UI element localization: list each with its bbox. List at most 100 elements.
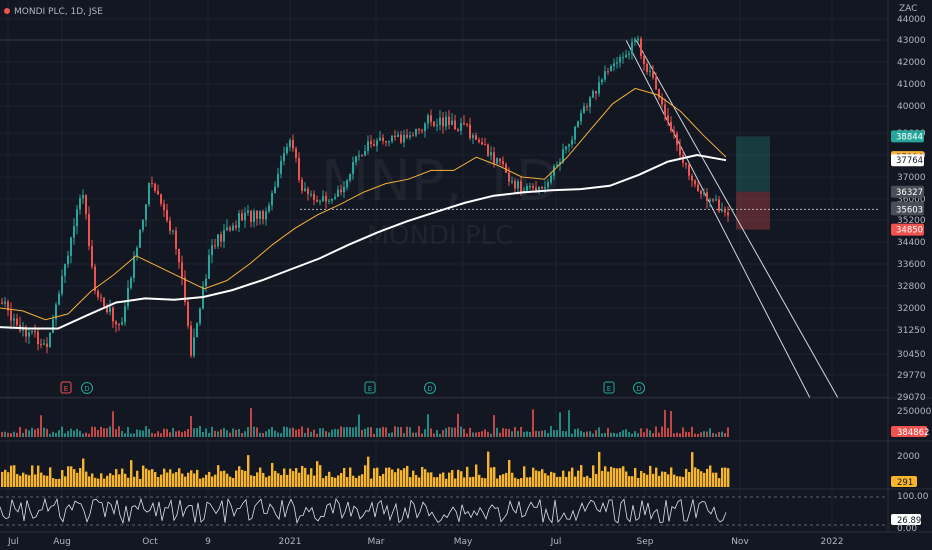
vol-osc-bar	[289, 468, 292, 487]
vol-osc-bar	[310, 468, 313, 487]
volume-bar	[73, 430, 75, 437]
volume-bar	[298, 429, 300, 437]
candle	[646, 63, 648, 72]
volume-bar	[133, 433, 135, 437]
volume-bar	[97, 429, 99, 437]
vol-osc-bar	[151, 469, 154, 487]
volume-bar	[19, 426, 21, 437]
volume-bar	[397, 427, 399, 437]
candle	[40, 344, 42, 346]
volume-bar	[214, 430, 216, 437]
time-axis[interactable]: Jul Aug Oct 9 2021 Mar May Jul Sep Nov 2022	[7, 537, 843, 547]
candle	[526, 186, 528, 191]
vol-osc-bar	[25, 474, 28, 487]
candle	[496, 158, 498, 164]
candle	[562, 149, 564, 163]
vol-osc-bar	[604, 466, 607, 487]
volume-bar	[55, 432, 57, 437]
candle	[442, 117, 444, 127]
candle	[397, 134, 399, 137]
symbol-header[interactable]: MONDI PLC, 1D, JSE	[14, 7, 103, 17]
candle	[196, 323, 198, 338]
vol-osc-bar	[64, 476, 67, 487]
candle	[226, 227, 228, 231]
vol-osc-bar	[568, 471, 571, 487]
volume-bar	[313, 429, 315, 437]
vol-osc-bar	[193, 473, 196, 487]
volume-bar	[10, 433, 12, 437]
candle	[229, 227, 231, 231]
volume-bar	[16, 432, 18, 437]
candle	[427, 115, 429, 124]
vol-osc-bar	[265, 477, 268, 487]
volume-bar	[598, 427, 600, 437]
vol-osc-bar	[19, 475, 22, 487]
vol-osc-bar	[517, 478, 520, 487]
volume-bar	[118, 426, 120, 437]
vol-osc-bar	[13, 465, 16, 487]
candle	[190, 325, 192, 356]
candle	[244, 212, 246, 221]
volume-bar	[310, 431, 312, 437]
currency-label: ZAC	[899, 4, 917, 14]
candle	[364, 151, 366, 156]
vol-osc-bar	[718, 478, 721, 487]
candle	[109, 307, 111, 313]
candle	[382, 137, 384, 141]
time-axis-tick: Oct	[142, 537, 158, 547]
candle	[670, 121, 672, 131]
candle	[532, 186, 534, 188]
candle	[475, 135, 477, 140]
volume-bar	[493, 415, 495, 437]
osc-axis-tick-top: 100.00	[897, 492, 929, 502]
long-position-tool[interactable]	[736, 136, 770, 230]
vol-osc-bar	[511, 472, 514, 487]
vol-osc-bar	[130, 460, 133, 487]
vol-osc-bar	[382, 473, 385, 487]
candle	[271, 193, 273, 206]
volume-bar	[619, 431, 621, 437]
volume-bar	[52, 431, 54, 437]
candle	[604, 71, 606, 80]
candle	[583, 106, 585, 113]
vol-osc-bar	[241, 469, 244, 487]
candle	[553, 165, 555, 176]
candle	[469, 124, 471, 139]
candle	[457, 129, 459, 131]
volume-bar	[85, 432, 87, 437]
vol-osc-bar	[679, 476, 682, 487]
volume-bar	[571, 433, 573, 437]
volume-bar	[517, 430, 519, 437]
vol-osc-bar	[262, 472, 265, 487]
dividend-marker-icon: D	[424, 382, 436, 394]
vol-osc-bar	[52, 478, 55, 487]
vol-osc-bar	[142, 465, 145, 487]
volume-bar	[253, 426, 255, 437]
candle	[367, 141, 369, 152]
candle	[625, 55, 627, 58]
vol-osc-bar	[391, 469, 394, 487]
candle	[337, 189, 339, 197]
vol-osc-bar	[565, 476, 568, 487]
candle	[127, 287, 129, 307]
volume-bar	[478, 432, 480, 437]
candle	[580, 112, 582, 122]
vol-osc-bar	[703, 472, 706, 487]
candle	[220, 234, 222, 242]
volume-bar	[628, 431, 630, 437]
volume-bar	[427, 414, 429, 437]
candle	[676, 133, 678, 145]
vol-osc-bar	[496, 478, 499, 487]
vol-osc-bar	[409, 477, 412, 487]
trend-channel[interactable]	[625, 39, 839, 399]
volume-axis-tick: 2500000	[897, 407, 932, 417]
volume-bar	[550, 426, 552, 437]
vol-osc-bar	[40, 472, 43, 487]
candle	[313, 194, 315, 200]
price-axis-tick: 33600	[897, 260, 926, 270]
candle	[691, 175, 693, 181]
candle	[154, 183, 156, 191]
vol-osc-bar	[661, 471, 664, 487]
